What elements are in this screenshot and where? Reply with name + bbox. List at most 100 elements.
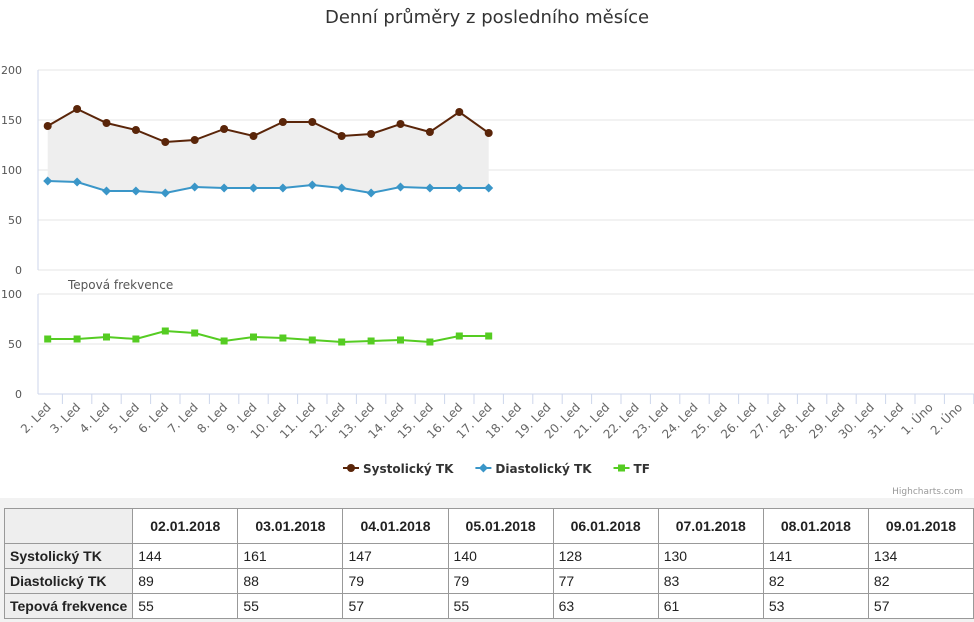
table-cell: 55 (132, 593, 239, 619)
x-tick-label: 7. Led (165, 400, 201, 436)
table-cell: 57 (867, 593, 974, 619)
point (618, 464, 626, 472)
point (367, 130, 376, 138)
point (308, 118, 317, 126)
column-header: 07.01.2018 (657, 508, 764, 544)
y-tick-label: 0 (15, 388, 22, 401)
column-header: 05.01.2018 (447, 508, 554, 544)
series-line (47, 180, 489, 195)
point (43, 176, 53, 186)
series-line (47, 329, 489, 344)
column-header: 09.01.2018 (867, 508, 974, 544)
table-cell: 130 (657, 543, 764, 569)
row-label: Diastolický TK (3, 568, 134, 594)
point (397, 336, 404, 344)
table-container: 02.01.2018 03.01.2018 04.01.2018 05.01.2018… (0, 498, 974, 622)
point (367, 337, 375, 345)
panel-title: Tepová frekvence (67, 278, 173, 292)
point (484, 183, 494, 193)
x-tick-label: 6. Led (136, 400, 172, 436)
y-tick-label: 100 (1, 164, 22, 177)
corner-cell (3, 508, 134, 544)
point (191, 329, 199, 337)
table-cell: 141 (762, 543, 869, 569)
x-tick-label: 2. Úno (927, 400, 965, 438)
column-header: 04.01.2018 (342, 508, 449, 544)
point (396, 120, 405, 128)
x-tick-label: 3. Led (47, 400, 83, 436)
point (249, 132, 258, 140)
point (102, 119, 111, 127)
table-cell: 79 (447, 568, 554, 594)
y-tick-label: 150 (1, 114, 22, 127)
y-tick-label: 0 (15, 264, 22, 277)
point (478, 463, 488, 473)
y-tick-label: 200 (1, 64, 22, 77)
point (366, 188, 376, 198)
point (102, 186, 111, 196)
table-cell: 53 (762, 593, 869, 619)
point (103, 333, 110, 341)
point (396, 182, 405, 192)
table-cell: 88 (237, 568, 344, 594)
point (308, 336, 316, 344)
table-row: Systolický TK 144 161 147 140 128 130 141 134 (3, 543, 974, 569)
point (190, 182, 200, 192)
table-cell: 147 (342, 543, 449, 569)
point (279, 334, 287, 342)
point (425, 183, 435, 193)
table-row: Diastolický TK 89 88 79 79 77 83 82 82 (3, 568, 974, 594)
point (337, 183, 347, 193)
legend-label: Diastolický TK (495, 462, 592, 476)
table-cell: 161 (237, 543, 344, 569)
point (72, 177, 82, 187)
column-header: 02.01.2018 (132, 508, 239, 544)
table-cell: 140 (447, 543, 554, 569)
y-tick-label: 100 (1, 288, 22, 301)
table-cell: 77 (552, 568, 659, 594)
x-tick-label: 8. Led (194, 400, 230, 436)
x-tick-label: 5. Led (106, 400, 142, 436)
legend-label: TF (634, 462, 650, 476)
x-tick-label: 1. Úno (898, 400, 936, 438)
table-cell: 144 (132, 543, 239, 569)
point (337, 132, 346, 140)
table-cell: 134 (867, 543, 974, 569)
y-tick-label: 50 (8, 214, 22, 227)
table-cell: 82 (762, 568, 869, 594)
point (347, 464, 355, 472)
table-cell: 82 (867, 568, 974, 594)
point (426, 338, 434, 346)
data-table: 02.01.2018 03.01.2018 04.01.2018 05.01.2018… (3, 508, 974, 619)
point (219, 183, 229, 193)
point (338, 338, 346, 346)
table-cell: 55 (237, 593, 344, 619)
column-header: 08.01.2018 (762, 508, 869, 544)
point (220, 125, 229, 133)
point (307, 180, 317, 190)
table-cell: 89 (132, 568, 239, 594)
chart: Denní průměry z posledního měsíce Tepová… (1, 7, 974, 497)
point (190, 136, 199, 144)
point (455, 332, 463, 340)
point (131, 126, 140, 134)
column-header: 06.01.2018 (552, 508, 659, 544)
point (278, 118, 287, 126)
point (131, 186, 141, 196)
point (73, 335, 81, 343)
table-row: Tepová frekvence 55 55 57 55 63 61 53 57 (3, 593, 974, 619)
x-tick-label: 4. Led (77, 400, 113, 436)
point (455, 108, 464, 116)
column-header: 03.01.2018 (237, 508, 344, 544)
header-row: 02.01.2018 03.01.2018 04.01.2018 05.01.2018… (3, 508, 974, 544)
x-tick-label: 2. Led (18, 400, 54, 436)
point (161, 138, 170, 146)
credits: Highcharts.com (892, 487, 963, 497)
row-label: Systolický TK (3, 543, 134, 569)
point (160, 188, 170, 198)
point (250, 333, 257, 341)
point (249, 183, 258, 193)
table-cell: 128 (552, 543, 659, 569)
point (161, 327, 169, 335)
